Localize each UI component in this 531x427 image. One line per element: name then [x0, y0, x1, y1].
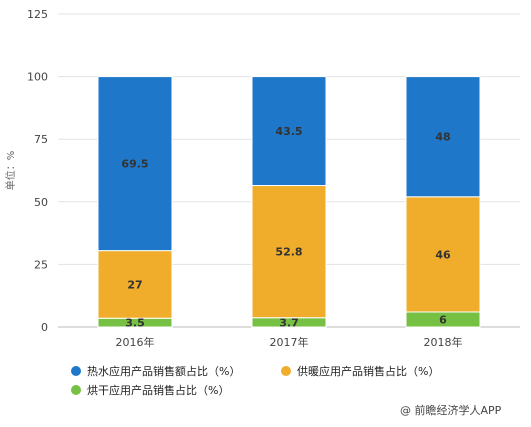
y-tick-label: 25: [34, 258, 48, 271]
data-label: 46: [435, 248, 451, 261]
data-label: 6: [439, 313, 447, 326]
data-label: 52.8: [275, 246, 302, 259]
source-credit: @ 前瞻经济学人APP: [400, 403, 502, 417]
y-tick-label: 50: [34, 196, 48, 209]
data-labels: 3.5 27 69.5 3.7 52.8 43.5 6 46 48: [121, 125, 451, 330]
bar-segment: [97, 250, 173, 319]
y-axis-label: 单位：%: [4, 151, 17, 191]
x-tick-label: 2016年: [116, 335, 155, 349]
legend-label: 热水应用产品销售额占比（%）: [87, 364, 240, 378]
legend-marker: [71, 366, 81, 376]
bar-segment: [97, 76, 173, 252]
data-label: 3.7: [279, 316, 299, 329]
legend-marker: [71, 385, 81, 395]
y-axis-ticks: 0 25 50 75 100 125: [27, 8, 48, 334]
legend-marker: [281, 366, 291, 376]
y-tick-label: 0: [41, 321, 48, 334]
data-label: 69.5: [121, 158, 148, 171]
bar-segment: [405, 76, 481, 198]
legend-label: 烘干应用产品销售占比（%）: [87, 383, 229, 397]
data-label: 27: [127, 278, 142, 291]
data-label: 48: [435, 131, 450, 144]
data-label: 43.5: [275, 125, 302, 138]
data-label: 3.5: [125, 317, 145, 330]
x-axis-ticks: 2016年 2017年 2018年: [116, 335, 463, 349]
y-tick-label: 125: [27, 8, 48, 21]
y-tick-label: 75: [34, 133, 48, 146]
bars: [97, 76, 481, 328]
legend: 热水应用产品销售额占比（%） 供暖应用产品销售占比（%） 烘干应用产品销售占比（%）: [71, 364, 439, 397]
x-tick-label: 2018年: [424, 335, 463, 349]
bar-segment: [251, 76, 327, 187]
y-tick-label: 100: [27, 71, 48, 84]
x-tick-label: 2017年: [270, 335, 309, 349]
legend-label: 供暖应用产品销售占比（%）: [297, 364, 439, 378]
